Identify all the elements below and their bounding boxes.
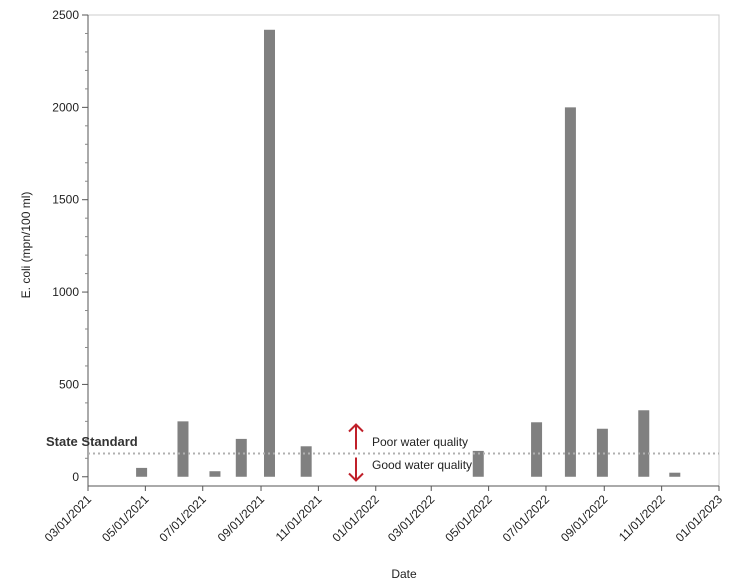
bar [638,410,650,477]
bar [235,438,247,477]
y-tick-label: 1500 [52,193,79,207]
bar [669,472,681,477]
y-tick-label: 500 [59,377,79,391]
x-tick-label: 09/01/2022 [558,492,611,545]
quality-annotations: Poor water quality Good water quality [348,423,472,482]
bar [531,422,543,477]
up-arrow-icon [348,423,364,450]
x-tick-label: 07/01/2022 [500,492,553,545]
bar [209,471,221,477]
state-standard-label: State Standard [46,434,138,449]
good-quality-label: Good water quality [372,458,472,472]
x-tick-label: 07/01/2021 [156,492,209,545]
y-axis: 0 500 1000 1500 2000 2500 [52,8,89,486]
poor-quality-label: Poor water quality [372,435,468,449]
bars [136,29,681,477]
bar [263,29,275,477]
down-arrow-icon [348,457,364,482]
x-tick-label: 11/01/2022 [616,492,668,544]
x-tick-label: 01/01/2022 [330,492,383,545]
x-tick-label: 11/01/2021 [273,492,325,544]
bar [300,446,312,477]
x-tick-label: 03/01/2021 [42,492,95,545]
bar [136,467,148,477]
bar [472,450,484,477]
x-tick-label: 01/01/2023 [673,492,726,545]
y-tick-label: 1000 [52,285,79,299]
x-axis-title: Date [391,567,417,581]
bar [564,107,576,477]
x-axis: 03/01/2021 05/01/2021 07/01/2021 09/01/2021… [42,485,726,545]
y-tick-label: 0 [72,470,79,484]
plot-area [87,14,720,487]
bar [177,421,189,477]
y-axis-title: E. coli (mpn/100 ml) [19,192,33,299]
x-tick-label: 03/01/2022 [385,492,438,545]
y-tick-label: 2000 [52,100,79,114]
x-tick-label: 05/01/2021 [99,492,152,545]
x-tick-label: 09/01/2021 [215,492,268,545]
x-tick-label: 05/01/2022 [442,492,495,545]
bar [596,428,608,477]
y-tick-label: 2500 [52,8,79,22]
